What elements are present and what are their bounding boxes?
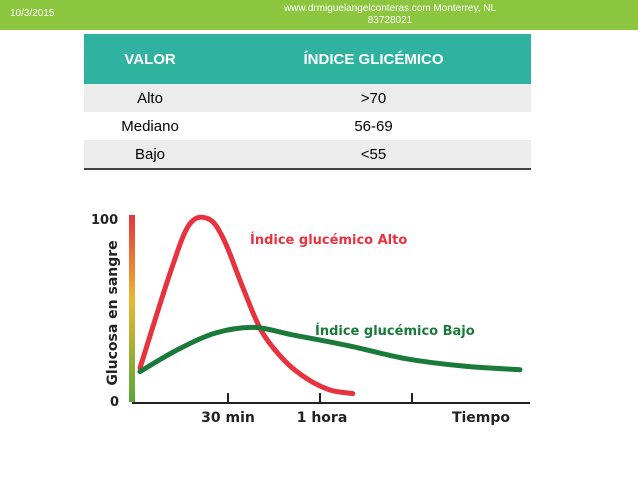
- site-info: www.drmiguelangelconteras.com Monterrey,…: [250, 3, 530, 27]
- y-tick-max: 100: [91, 213, 118, 228]
- site-line-1: www.drmiguelangelconteras.com Monterrey,…: [283, 3, 497, 14]
- y-axis-label: Glucosa en sangre: [105, 240, 121, 385]
- y-tick-min: 0: [110, 395, 119, 410]
- series-line-low: [137, 324, 523, 375]
- series-line-high: [137, 214, 356, 397]
- column-header-valor: VALOR: [84, 34, 217, 84]
- table-cell: <55: [216, 140, 531, 170]
- column-header-indice: ÍNDICE GLICÉMICO: [216, 34, 531, 84]
- x-axis-label: Tiempo: [452, 410, 510, 426]
- series-label-high: Índice glucémico Alto: [250, 232, 407, 248]
- table-row: Alto >70: [84, 84, 531, 112]
- series-label-low: Índice glucémico Bajo: [315, 323, 475, 339]
- table-row: Mediano 56-69: [84, 112, 531, 140]
- x-tick-label-1hora: 1 hora: [297, 410, 348, 426]
- header-bar: 10/3/2015 www.drmiguelangelconteras.com …: [0, 0, 638, 30]
- table-cell: 56-69: [216, 112, 531, 140]
- x-tick-label-30min: 30 min: [201, 410, 255, 426]
- table-cell: Bajo: [84, 140, 217, 170]
- glucose-chart: 100 0 Glucosa en sangre 30 min 1 hora Ti…: [91, 213, 530, 426]
- table-header-row: VALOR ÍNDICE GLICÉMICO: [84, 34, 531, 84]
- table-cell: Alto: [84, 84, 217, 112]
- table-cell: Mediano: [84, 112, 217, 140]
- y-axis-bar: [129, 215, 135, 402]
- table-row: Bajo <55: [84, 140, 531, 170]
- glycemic-table: VALOR ÍNDICE GLICÉMICO Alto >70 Mediano …: [84, 34, 531, 170]
- site-line-2: 83728021: [367, 15, 413, 26]
- table-cell: >70: [216, 84, 531, 112]
- slide-date: 10/3/2015: [10, 8, 55, 19]
